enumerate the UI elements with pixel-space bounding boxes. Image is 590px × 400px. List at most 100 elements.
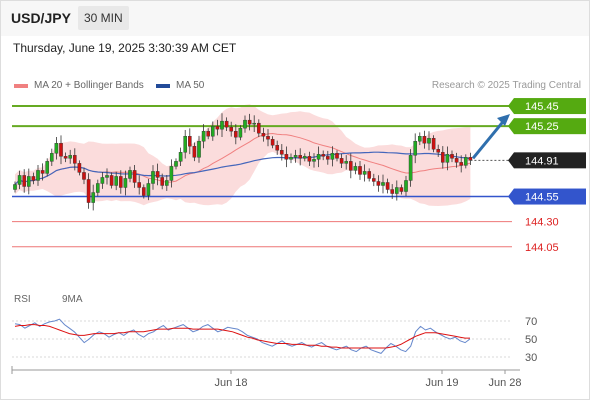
candle-body [63, 156, 68, 159]
legend-rsi: RSI [14, 294, 31, 305]
candle-body [229, 126, 234, 132]
candle-body [284, 154, 289, 160]
header-bar: USD/JPY 30 MIN [0, 0, 590, 36]
candle-body [266, 136, 270, 140]
level-tag-145-25 [514, 118, 586, 135]
candle-body [358, 166, 362, 175]
candle-body [321, 154, 326, 157]
candle-body [280, 150, 284, 155]
candle-body [427, 138, 431, 144]
candle-body [431, 138, 436, 150]
candle-body [215, 125, 220, 130]
candle-body [27, 176, 31, 187]
level-label-144-55: 144.55 [525, 192, 559, 204]
candle-body [243, 119, 247, 129]
candle-body [436, 149, 441, 153]
candle-body [22, 175, 27, 187]
candle-body [36, 170, 40, 181]
candle-body [454, 158, 459, 163]
rsi-tick-50: 50 [525, 334, 537, 346]
ma20-swatch [14, 83, 28, 88]
candle-body [187, 136, 192, 147]
candle-body [59, 143, 63, 157]
candle-body [404, 180, 408, 192]
candle-body [164, 180, 169, 186]
candle-body [77, 163, 82, 173]
candle-body [238, 127, 243, 138]
timeframe-button[interactable]: 30 MIN [78, 6, 129, 30]
legend-rsi-ma: 9MA [62, 294, 83, 305]
candle-body [385, 182, 390, 190]
candle-body [118, 176, 123, 188]
current-price-tag [514, 152, 586, 169]
legend-ma50: MA 50 [156, 80, 204, 91]
candle-body [399, 187, 404, 192]
candle-body [197, 141, 201, 158]
candle-body [86, 179, 91, 203]
candle-body [45, 161, 49, 174]
candle-body [330, 153, 335, 160]
candle-body [224, 120, 229, 128]
candle-body [390, 189, 395, 194]
candle-body [123, 178, 128, 188]
candle-body [155, 171, 160, 178]
candle-body [201, 130, 206, 142]
level-label-145-25: 145.25 [525, 121, 559, 133]
legend-ma50-label: MA 50 [176, 80, 205, 91]
candle-body [210, 125, 215, 137]
legend-ma20-label: MA 20 + Bollinger Bands [34, 80, 144, 91]
candle-body [114, 176, 118, 186]
candle-body [381, 182, 385, 186]
candle-body [344, 161, 349, 164]
candle-body [335, 153, 339, 159]
candle-body [169, 166, 174, 181]
candle-body [312, 159, 316, 162]
candle-body [132, 170, 137, 183]
legend-ma20-bollinger: MA 20 + Bollinger Bands [14, 80, 144, 91]
candle-body [289, 157, 293, 160]
candle-body [160, 177, 165, 186]
candle-body [141, 187, 146, 196]
candle-body [270, 139, 275, 146]
level-label-145-45: 145.45 [525, 101, 559, 113]
candle-body [353, 166, 358, 171]
candle-body [13, 184, 17, 190]
candle-body [316, 154, 321, 160]
candle-body [233, 130, 238, 138]
legend-rsi-label: RSI [14, 294, 31, 305]
candle-body [326, 156, 330, 160]
candle-body [100, 177, 105, 184]
candle-body [362, 171, 367, 175]
current-price-label: 144.91 [525, 155, 559, 167]
level-tag-pointer-145-25 [508, 118, 514, 135]
level-tag-pointer-144-55 [508, 188, 514, 205]
candle-body [91, 192, 95, 203]
candle-body [183, 136, 188, 153]
rsi-ma-line [14, 324, 470, 349]
candle-body [72, 155, 77, 164]
candle-body [174, 161, 178, 167]
candle-body [450, 154, 454, 159]
candle-body [441, 152, 445, 163]
candle-body [261, 132, 266, 137]
candle-body [82, 172, 86, 180]
level-tag-145-45 [514, 98, 586, 115]
level-tag-pointer-145-45 [508, 98, 514, 115]
x-tick-label-jun-18: Jun 18 [214, 377, 247, 389]
legend-rsi-ma-label: 9MA [62, 294, 83, 305]
candle-body [109, 175, 114, 186]
candle-body [367, 171, 372, 179]
candle-body [192, 146, 197, 158]
candle-body [445, 154, 450, 163]
candle-body [303, 156, 307, 159]
bollinger-band [15, 104, 471, 206]
rsi-tick-70: 70 [525, 316, 537, 328]
candle-body [17, 175, 22, 185]
level-label-144-05: 144.05 [525, 242, 559, 254]
rsi-tick-30: 30 [525, 352, 537, 364]
candle-body [395, 187, 399, 194]
research-credit: Research © 2025 Trading Central [431, 80, 581, 91]
candle-body [50, 153, 54, 162]
